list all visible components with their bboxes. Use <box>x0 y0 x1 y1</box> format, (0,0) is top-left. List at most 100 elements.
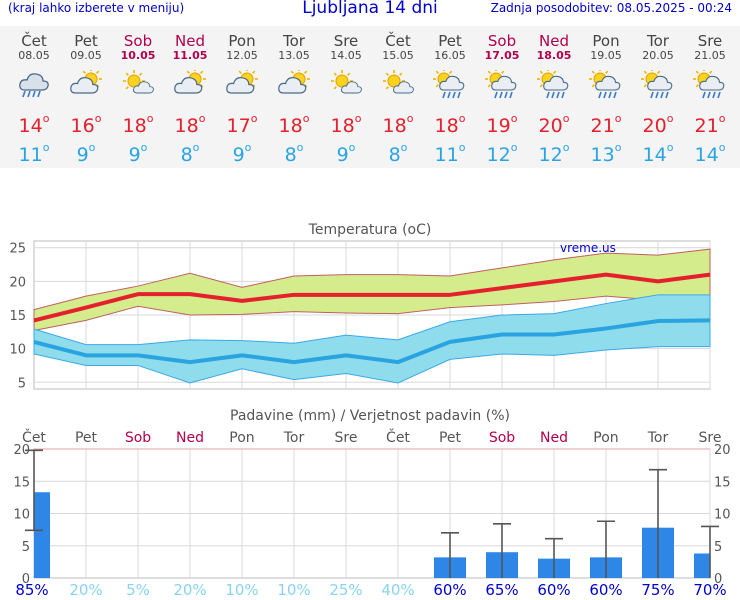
precip-bar <box>34 492 50 578</box>
min-temperature: 9o <box>232 141 252 166</box>
sun-small-cloud-icon <box>121 70 155 100</box>
precip-probability: 10% <box>225 581 259 599</box>
sun-small-cloud-icon <box>381 70 415 100</box>
forecast-panel: Čet 08.05 14o 11o Pet 09.05 16o 9o Sob 10.05 18o 9o… <box>0 26 740 168</box>
y-tick-label: 0 <box>714 572 722 587</box>
precip-probability: 85% <box>15 581 49 599</box>
min-temperature: 12o <box>538 141 570 166</box>
precip-day-label: Pon <box>229 430 254 446</box>
min-temp-line <box>33 318 711 365</box>
max-temperature: 16o <box>70 112 102 137</box>
min-temperature: 11o <box>434 141 466 166</box>
max-temperature: 18o <box>122 112 154 137</box>
day-date: 09.05 <box>70 49 102 62</box>
precip-day-label: Pon <box>593 430 618 446</box>
max-temperature: 20o <box>538 112 570 137</box>
sun-rain-icon <box>693 68 727 100</box>
y-tick-label: 15 <box>13 475 30 490</box>
day-name: Sre <box>333 32 359 50</box>
watermark: vreme.us <box>560 241 616 255</box>
day-date: 16.05 <box>434 49 466 62</box>
day-date: 08.05 <box>18 49 50 62</box>
min-temperature: 8o <box>388 141 408 166</box>
day-date: 20.05 <box>642 49 674 62</box>
precip-probability: 70% <box>693 581 727 599</box>
sun-cloud-icon <box>173 68 207 100</box>
day-name: Ned <box>175 32 205 50</box>
sun-cloud-icon <box>225 68 259 100</box>
sun-cloud-icon <box>69 68 103 100</box>
precip-day-label: Pet <box>75 430 98 446</box>
precip-day-label: Ned <box>176 430 204 446</box>
precip-probability: 75% <box>641 581 675 599</box>
temp-chart-title: Temperatura (oC) <box>308 222 432 238</box>
day-date: 19.05 <box>590 49 622 62</box>
y-tick-label: 20 <box>13 443 30 458</box>
min-temperature: 14o <box>694 141 726 166</box>
precip-probability: 40% <box>381 581 415 599</box>
max-temperature: 18o <box>330 112 362 137</box>
max-temperature: 18o <box>382 112 414 137</box>
max-temperature: 19o <box>486 112 518 137</box>
day-date: 12.05 <box>226 49 258 62</box>
precip-day-label: Čet <box>386 428 410 446</box>
y-tick-label: 15 <box>714 475 731 490</box>
day-name: Tor <box>647 32 669 50</box>
day-date: 15.05 <box>382 49 414 62</box>
day-name: Pet <box>74 32 98 50</box>
precip-probability: 25% <box>329 581 363 599</box>
precip-probability: 60% <box>537 581 571 599</box>
min-temperature: 8o <box>180 141 200 166</box>
sun-small-cloud-icon <box>329 70 363 100</box>
menu-hint: (kraj lahko izberete v meniju) <box>8 1 185 15</box>
precip-probability: 65% <box>485 581 519 599</box>
page-title: Ljubljana 14 dni <box>302 0 438 18</box>
day-name: Sre <box>697 32 723 50</box>
day-date: 17.05 <box>484 49 520 62</box>
y-tick-label: 10 <box>9 343 26 358</box>
sun-rain-icon <box>641 68 675 100</box>
min-temperature: 9o <box>336 141 356 166</box>
min-temperature: 9o <box>76 141 96 166</box>
day-date: 18.05 <box>536 49 572 62</box>
precip-day-label: Tor <box>647 430 669 446</box>
day-name: Pet <box>438 32 462 50</box>
max-temp-line <box>33 272 711 323</box>
y-tick-label: 20 <box>714 443 731 458</box>
max-temperature: 21o <box>590 112 622 137</box>
y-tick-label: 5 <box>18 376 26 391</box>
day-date: 10.05 <box>120 49 156 62</box>
max-temperature: 17o <box>226 112 258 137</box>
precip-day-label: Sob <box>125 430 151 446</box>
max-temperature: 21o <box>694 112 726 137</box>
day-name: Sob <box>487 32 517 50</box>
precip-day-label: Sob <box>489 430 515 446</box>
y-tick-label: 15 <box>9 309 26 324</box>
y-tick-label: 0 <box>22 572 30 587</box>
precip-day-label: Sre <box>699 430 722 446</box>
day-date: 21.05 <box>694 49 726 62</box>
y-tick-label: 25 <box>9 242 26 257</box>
min-temperature: 13o <box>590 141 622 166</box>
header: (kraj lahko izberete v meniju) Ljubljana… <box>0 0 740 20</box>
precip-chart-title: Padavine (mm) / Verjetnost padavin (%) <box>230 408 510 424</box>
day-date: 11.05 <box>172 49 208 62</box>
y-tick-label: 10 <box>13 508 30 523</box>
y-tick-label: 5 <box>22 540 30 555</box>
update-timestamp: Zadnja posodobitev: 08.05.2025 - 00:24 <box>490 1 732 15</box>
cloud-rain-icon <box>17 70 51 100</box>
max-temperature: 14o <box>18 112 50 137</box>
precip-probability: 20% <box>69 581 103 599</box>
day-date: 14.05 <box>330 49 362 62</box>
precip-probability: 20% <box>173 581 207 599</box>
day-name: Sob <box>123 32 153 50</box>
day-name: Pon <box>228 32 256 50</box>
max-temperature: 18o <box>434 112 466 137</box>
day-name: Pon <box>592 32 620 50</box>
precip-day-label: Sre <box>335 430 358 446</box>
precip-day-label: Tor <box>283 430 305 446</box>
precip-probability: 60% <box>589 581 623 599</box>
min-temperature: 14o <box>642 141 674 166</box>
y-tick-label: 10 <box>714 508 731 523</box>
